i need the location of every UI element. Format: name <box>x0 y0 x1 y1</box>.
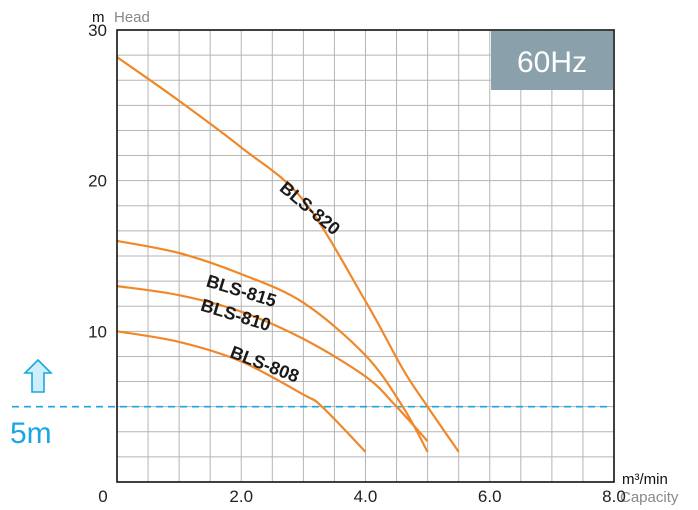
curve-bls-808 <box>116 330 367 453</box>
y-tick-label: 10 <box>88 322 107 341</box>
reference-line-label: 5m <box>10 417 52 450</box>
up-arrow-shape <box>23 358 53 393</box>
plot-frame <box>116 29 615 483</box>
curve-bls-820 <box>116 56 460 453</box>
y-tick-label: 20 <box>88 172 107 191</box>
x-axis-unit: m³/min <box>622 471 668 488</box>
y-tick-label: 30 <box>88 21 107 40</box>
x-tick-label: 2.0 <box>229 487 253 506</box>
frequency-badge <box>491 31 613 90</box>
x-axis-label: Capacity <box>620 489 679 506</box>
curve-label-bls-820: BLS-820 <box>276 177 344 239</box>
curve-bls-815 <box>116 239 429 453</box>
curve-bls-810 <box>116 285 429 443</box>
up-arrow-icon <box>23 358 53 393</box>
x-tick-label: 0 <box>98 487 107 506</box>
y-axis-unit: m <box>92 9 105 26</box>
grid <box>117 30 614 482</box>
tick-labels: 0 2.0 4.0 6.0 8.0 10 20 30 <box>88 21 626 506</box>
y-axis-label: Head <box>114 9 150 26</box>
curve-label-bls-808: BLS-808 <box>227 342 301 386</box>
x-tick-label: 6.0 <box>478 487 502 506</box>
curves <box>116 56 460 453</box>
frequency-badge-text: 60Hz <box>517 46 587 79</box>
x-tick-label: 8.0 <box>602 487 626 506</box>
x-tick-label: 4.0 <box>354 487 378 506</box>
